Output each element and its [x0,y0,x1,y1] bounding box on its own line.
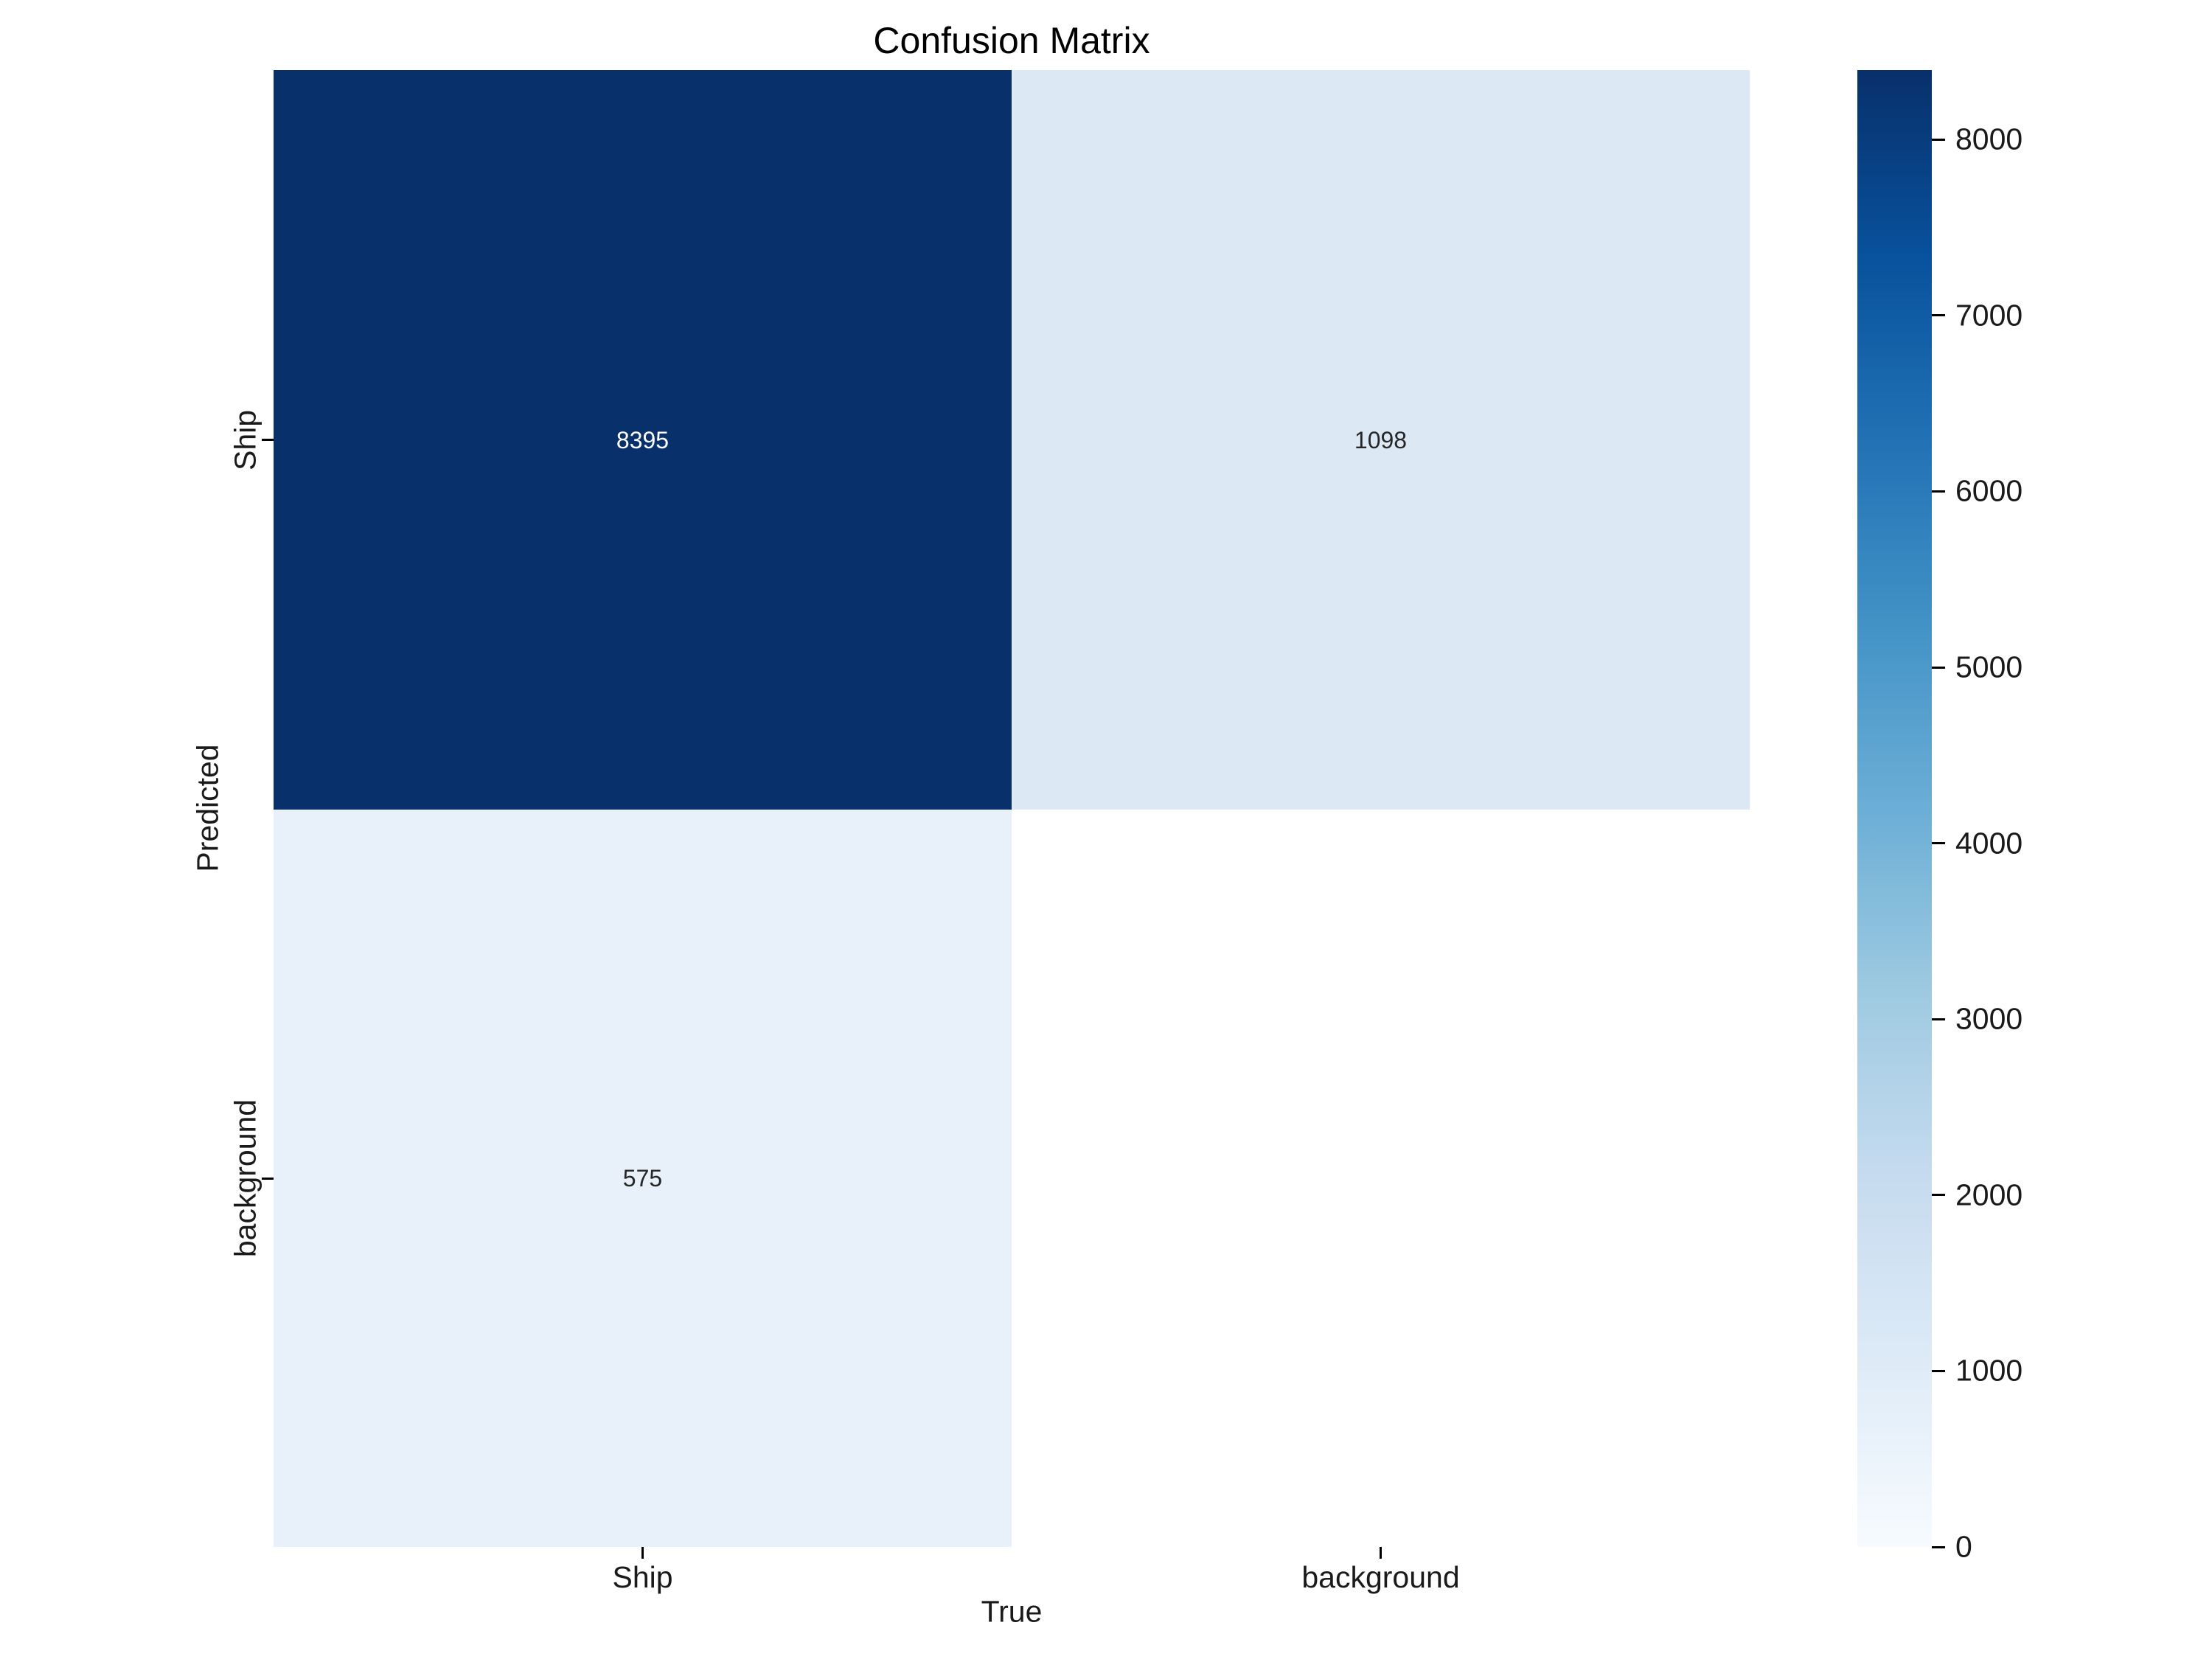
y-axis-label: Predicted [190,744,225,872]
heatmap-cell-value: 575 [622,1165,663,1192]
x-axis-label: True [981,1594,1043,1629]
heatmap-cell-pred-background-true-background [1012,810,1750,1547]
heatmap-cell-value: 8395 [616,426,669,453]
colorbar-tick-label-3000: 3000 [1955,1001,2023,1036]
colorbar-tick-label-4000: 4000 [1955,826,2023,860]
colorbar-tick-label-7000: 7000 [1955,298,2023,333]
heatmap-cell-value: 1098 [1354,426,1408,453]
heatmap-cell-pred-Ship-true-background: 1098 [1012,70,1750,810]
colorbar-tick-label-8000: 8000 [1955,122,2023,156]
x-tick-label-background: background [1301,1560,1460,1594]
colorbar-tick-mark [1932,842,1945,845]
colorbar-tick-label-1000: 1000 [1955,1353,2023,1388]
y-tick-label-background: background [228,1099,262,1258]
colorbar-tick-mark [1932,314,1945,317]
colorbar-tick-label-0: 0 [1955,1529,1972,1564]
colorbar-tick-label-5000: 5000 [1955,650,2023,684]
y-tick-mark [262,1177,274,1180]
colorbar-tick-mark [1932,1194,1945,1197]
heatmap-cell-pred-Ship-true-Ship: 8395 [274,70,1012,810]
colorbar-tick-mark [1932,1018,1945,1020]
x-tick-label-Ship: Ship [612,1560,673,1594]
colorbar-tick-mark [1932,1545,1945,1548]
colorbar-tick-mark [1932,666,1945,669]
chart-title: Confusion Matrix [873,20,1150,61]
x-tick-mark [1380,1547,1382,1559]
heatmap-cell-pred-background-true-Ship: 575 [274,810,1012,1547]
colorbar-tick-label-2000: 2000 [1955,1178,2023,1212]
colorbar-gradient [1857,70,1932,1547]
colorbar-tick-mark [1932,1369,1945,1372]
colorbar-tick-label-6000: 6000 [1955,473,2023,508]
y-tick-mark [262,439,274,441]
heatmap-plot-area: 8395 1098 575 [274,70,1750,1547]
colorbar-tick-mark [1932,490,1945,493]
colorbar-tick-mark [1932,138,1945,141]
y-tick-label-Ship: Ship [228,409,262,470]
x-tick-mark [641,1547,644,1559]
